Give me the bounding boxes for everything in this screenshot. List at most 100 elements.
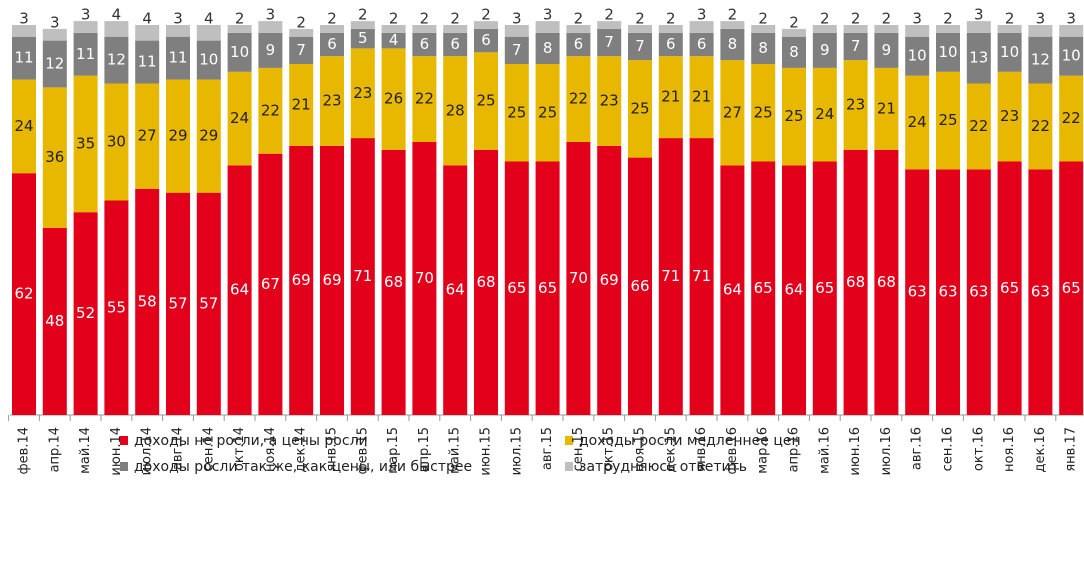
bar-segment [782, 67, 806, 166]
bar-segment [12, 25, 36, 37]
value-label: 2 [728, 6, 738, 24]
legend-swatch [120, 462, 128, 471]
bar-segment [1028, 25, 1053, 37]
bar-segment [843, 60, 868, 150]
value-label: 65 [815, 279, 834, 297]
bar-segment [42, 40, 67, 88]
value-label: 36 [45, 148, 64, 166]
x-tick-label: дек.14 [294, 427, 309, 473]
value-label: 10 [230, 43, 249, 61]
value-label: 11 [168, 49, 187, 67]
value-label: 10 [938, 43, 957, 61]
bar-segment [1059, 25, 1084, 37]
value-label: 2 [296, 13, 306, 31]
bar-segment [42, 87, 67, 228]
value-label: 3 [81, 6, 91, 24]
value-label: 65 [507, 279, 526, 297]
value-label: 66 [630, 277, 649, 295]
value-label: 3 [266, 6, 276, 24]
bar-segment [566, 32, 591, 57]
bar-segment [843, 149, 868, 416]
value-label: 3 [543, 6, 553, 24]
value-label: 4 [112, 6, 122, 24]
value-label: 62 [14, 285, 33, 303]
value-label: 23 [322, 92, 341, 110]
value-label: 25 [938, 111, 957, 129]
value-label: 22 [261, 101, 280, 119]
value-label: 65 [754, 279, 773, 297]
bar-segment [720, 165, 745, 415]
bar-segment [812, 25, 837, 33]
bar-segment [658, 56, 683, 139]
bar-segment [905, 75, 930, 170]
value-label: 12 [107, 51, 126, 69]
bar-segment [258, 21, 283, 33]
bar-segment [289, 28, 314, 37]
x-tick-label: ноя.14 [263, 427, 278, 472]
value-label: 3 [19, 10, 29, 28]
bar-segment [258, 32, 283, 68]
value-label: 3 [697, 6, 707, 24]
value-label: 12 [1031, 51, 1050, 69]
bar-segment [628, 25, 652, 33]
value-label: 2 [420, 10, 430, 28]
x-tick-label: дек.16 [1033, 427, 1048, 473]
value-label: 25 [476, 92, 495, 110]
legend-label: доходы росли так же, как цены, или быстр… [134, 459, 472, 475]
bar-segment [812, 32, 837, 68]
value-label: 2 [574, 10, 584, 28]
x-tick-label: окт.15 [602, 427, 617, 471]
value-label: 2 [604, 6, 614, 24]
value-label: 23 [600, 92, 619, 110]
value-label: 22 [969, 117, 988, 135]
value-label: 11 [76, 45, 95, 63]
value-label: 71 [661, 267, 680, 285]
value-label: 35 [76, 134, 95, 152]
legend-label: затрудняюсь ответить [579, 459, 747, 475]
bar-segment [289, 36, 314, 64]
value-label: 71 [353, 267, 372, 285]
value-label: 69 [600, 271, 619, 289]
x-tick-label: апр.16 [787, 427, 802, 472]
x-tick-label: мар.16 [756, 427, 771, 474]
value-label: 55 [107, 298, 126, 316]
value-label: 3 [974, 6, 984, 24]
bar-segment [258, 67, 283, 154]
value-label: 65 [1000, 279, 1019, 297]
value-label: 7 [604, 33, 614, 51]
value-label: 22 [1031, 117, 1050, 135]
value-label: 21 [661, 88, 680, 106]
value-label: 9 [266, 41, 276, 59]
bar-segment [227, 25, 252, 33]
bar-segment [443, 56, 468, 166]
bar-segment [843, 32, 868, 61]
legend-swatch [120, 436, 128, 445]
bar-segment [874, 25, 899, 33]
bar-segment [905, 36, 930, 76]
x-tick-label: сен.16 [941, 427, 956, 471]
bar-segment [412, 25, 437, 33]
x-tick-label: фев.14 [17, 427, 32, 474]
value-label: 63 [969, 283, 988, 301]
value-label: 2 [358, 6, 368, 24]
bar-segment [504, 161, 529, 415]
bar-segment [782, 165, 806, 415]
bar-segment [474, 149, 498, 416]
value-label: 67 [261, 275, 280, 293]
bar-segment [535, 64, 560, 162]
value-label: 2 [1005, 10, 1015, 28]
value-label: 25 [754, 103, 773, 121]
bar-segment [227, 165, 252, 415]
value-label: 22 [415, 90, 434, 108]
value-label: 64 [723, 281, 742, 299]
value-label: 24 [908, 113, 927, 131]
bar-segment [535, 161, 560, 415]
value-label: 2 [758, 10, 768, 28]
value-label: 27 [723, 103, 742, 121]
bar-segment [258, 153, 283, 415]
legend-label: доходы росли медленнее цен [579, 433, 801, 449]
value-label: 7 [851, 37, 861, 55]
bar-segment [1028, 169, 1053, 415]
bar-segment [751, 64, 776, 162]
bar-segment [628, 157, 652, 415]
